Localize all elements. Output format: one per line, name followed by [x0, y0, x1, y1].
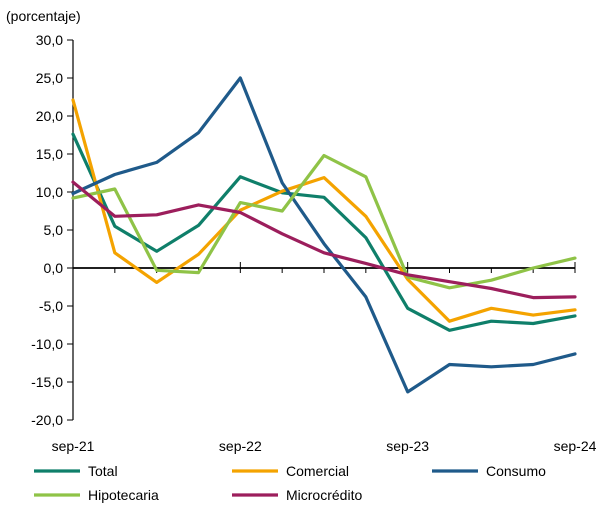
legend-label: Hipotecaria [88, 487, 159, 503]
y-axis-ticks: -20,0 -15,0 -10,0 -5,0 0,0 5,0 10,0 15,0 20,0 25,… [31, 32, 73, 428]
y-tick-label: -5,0 [39, 298, 63, 314]
series-lines [71, 76, 577, 394]
y-tick-label: 15,0 [36, 146, 63, 162]
y-tick-label: 25,0 [36, 70, 63, 86]
x-tick-label: sep-23 [386, 438, 429, 454]
x-tick-label: sep-24 [554, 438, 597, 454]
legend: Total Comercial Consumo Hipotecaria Microcré… [34, 463, 546, 503]
legend-label: Comercial [286, 463, 349, 479]
x-axis-ticks: sep-21 sep-22 sep-23 sep-24 [52, 262, 597, 454]
x-tick-label: sep-22 [219, 438, 262, 454]
y-tick-label: 30,0 [36, 32, 63, 48]
y-tick-label: -10,0 [31, 336, 63, 352]
x-tick-label: sep-21 [52, 438, 95, 454]
legend-label: Microcrédito [286, 487, 362, 503]
series-line-total [71, 132, 577, 332]
legend-item-microcredito: Microcrédito [232, 487, 362, 503]
series-line-microcredito [71, 180, 577, 300]
unit-label: (porcentaje) [6, 8, 81, 24]
legend-item-comercial: Comercial [232, 463, 349, 479]
y-tick-label: -15,0 [31, 374, 63, 390]
y-tick-label: 0,0 [44, 260, 64, 276]
legend-item-hipotecaria: Hipotecaria [34, 487, 159, 503]
y-tick-label: 5,0 [44, 222, 64, 238]
legend-item-consumo: Consumo [432, 463, 546, 479]
legend-label: Consumo [486, 463, 546, 479]
y-tick-label: -20,0 [31, 412, 63, 428]
series-line-comercial [71, 98, 577, 323]
series-line-consumo [71, 76, 577, 394]
legend-item-total: Total [34, 463, 118, 479]
axes [72, 40, 575, 420]
y-tick-label: 10,0 [36, 184, 63, 200]
y-tick-label: 20,0 [36, 108, 63, 124]
legend-label: Total [88, 463, 118, 479]
series-line-hipotecaria [71, 153, 577, 290]
